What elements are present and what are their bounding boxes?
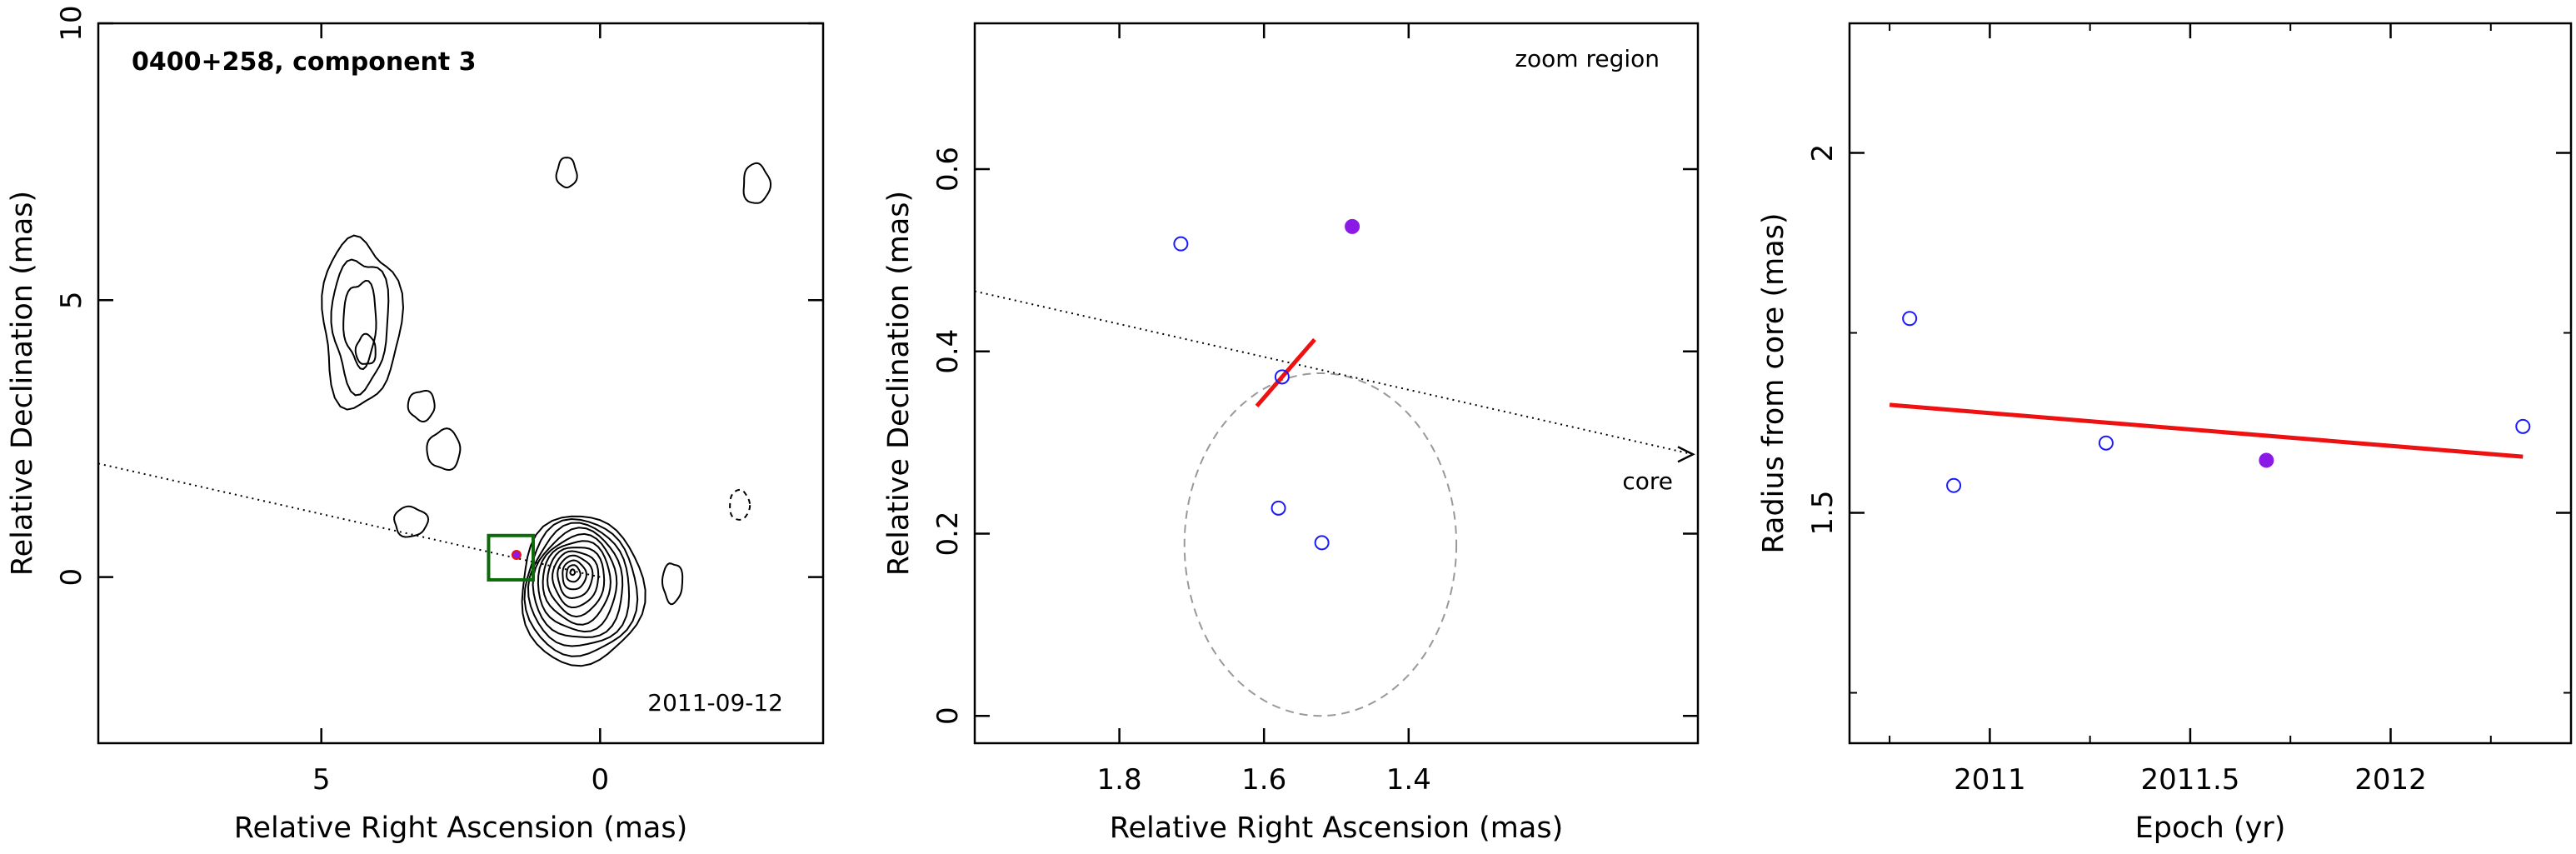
core-contour bbox=[532, 527, 624, 638]
panel-2-x-tick-label: 1.8 bbox=[1097, 763, 1142, 797]
component-marker bbox=[511, 550, 522, 561]
core-contour bbox=[569, 568, 576, 577]
panel-3-plot bbox=[1889, 311, 2531, 493]
panel-3-x-axis-label: Epoch (yr) bbox=[2135, 812, 2286, 845]
island-contour bbox=[407, 389, 436, 423]
open-data-point bbox=[1902, 311, 1918, 327]
direction-arrow-head bbox=[1677, 446, 1695, 463]
core-contour bbox=[547, 547, 606, 618]
panel-2-y-tick-label: 0 bbox=[931, 707, 965, 725]
panel-3-y-tick-label: 1.5 bbox=[1806, 490, 1840, 535]
core-contour bbox=[557, 554, 594, 600]
panel-2-ticks: 1.8 1.6 1.4 0 0.2 0.4 0.6 bbox=[931, 23, 1698, 797]
core-contour bbox=[552, 550, 600, 609]
panel-1-date: 2011-09-12 bbox=[647, 689, 783, 717]
panel-1-y-tick-label: 5 bbox=[55, 291, 88, 309]
core-contour bbox=[542, 540, 612, 626]
jet-contour bbox=[342, 279, 377, 371]
panel-3-frame bbox=[1848, 22, 2573, 745]
panel-1-y-axis-label: Relative Declination (mas) bbox=[6, 191, 39, 576]
panel-1-y-tick-label: 0 bbox=[55, 568, 88, 587]
panel-2-y-tick-label: 0.4 bbox=[931, 329, 965, 374]
island-contour bbox=[393, 505, 430, 538]
panel-1-y-tick-label: 10 bbox=[55, 5, 88, 41]
core-contour bbox=[562, 559, 587, 591]
open-data-point bbox=[1314, 535, 1330, 551]
panel-3-x-tick-label: 2011 bbox=[1954, 763, 2026, 797]
panel-2-x-axis-label: Relative Right Ascension (mas) bbox=[1110, 812, 1563, 845]
island-contour bbox=[555, 157, 578, 189]
panel-3-ticks: 2011 2011.5 2012 1.5 2 bbox=[1806, 23, 2571, 797]
panel-1-x-tick-label: 5 bbox=[312, 763, 331, 797]
open-data-point bbox=[1271, 500, 1286, 516]
direction-line bbox=[98, 462, 601, 578]
fit-line bbox=[1255, 337, 1316, 407]
fit-line bbox=[1889, 402, 2524, 459]
island-contour bbox=[354, 332, 377, 365]
open-data-point bbox=[2515, 418, 2531, 434]
jet-contour bbox=[321, 234, 405, 411]
island-contour bbox=[426, 427, 462, 472]
panel-3-y-tick-label: 2 bbox=[1806, 144, 1840, 162]
panel-3-x-tick-label: 2011.5 bbox=[2140, 763, 2239, 797]
panel-3-radius-vs-epoch: 2011 2011.5 2012 1.5 2 Epoch (yr) Radius fro… bbox=[1757, 22, 2573, 845]
zoom-box bbox=[487, 533, 536, 582]
filled-data-point bbox=[1345, 218, 1360, 234]
panel-1-contours bbox=[98, 157, 772, 667]
direction-line bbox=[975, 290, 1694, 456]
core-contour bbox=[523, 517, 639, 657]
panel-1-x-tick-label: 0 bbox=[591, 763, 609, 797]
panel-2-y-tick-label: 0.2 bbox=[931, 511, 965, 556]
panel-2-zoom-region: 1.8 1.6 1.4 0 0.2 0.4 0.6 zoom region core Rel… bbox=[882, 22, 1700, 845]
panel-2-plot bbox=[975, 218, 1695, 717]
negative-contour bbox=[729, 488, 751, 521]
panel-3-y-axis-label: Radius from core (mas) bbox=[1757, 212, 1790, 553]
panel-3-x-tick-label: 2012 bbox=[2354, 763, 2427, 797]
open-data-point bbox=[1173, 236, 1189, 252]
panel-2-x-tick-label: 1.4 bbox=[1386, 763, 1431, 797]
panel-2-y-axis-label: Relative Declination (mas) bbox=[882, 191, 916, 576]
island-contour bbox=[661, 562, 684, 606]
error-circle bbox=[1183, 372, 1458, 717]
panel-1-frame bbox=[97, 22, 825, 745]
core-contour bbox=[527, 522, 631, 647]
open-data-point bbox=[1946, 477, 1962, 493]
island-contour bbox=[742, 162, 772, 204]
open-data-point bbox=[1274, 369, 1290, 385]
jet-contour bbox=[330, 258, 390, 397]
core-contour bbox=[521, 515, 646, 667]
core-contour bbox=[566, 564, 582, 583]
filled-data-point bbox=[2259, 452, 2274, 468]
panel-1-title: 0400+258, component 3 bbox=[132, 47, 477, 77]
panel-2-x-tick-label: 1.6 bbox=[1241, 763, 1286, 797]
panel-2-y-tick-label: 0.6 bbox=[931, 147, 965, 192]
panel-1-ticks: 5 0 0 5 10 bbox=[55, 5, 823, 797]
panel-1-x-axis-label: Relative Right Ascension (mas) bbox=[234, 812, 687, 845]
core-contour bbox=[537, 532, 618, 633]
panel-2-frame bbox=[973, 22, 1700, 745]
open-data-point bbox=[2098, 435, 2114, 451]
panel-2-annotation: zoom region bbox=[1515, 45, 1660, 72]
panel-2-core-label: core bbox=[1622, 467, 1673, 495]
